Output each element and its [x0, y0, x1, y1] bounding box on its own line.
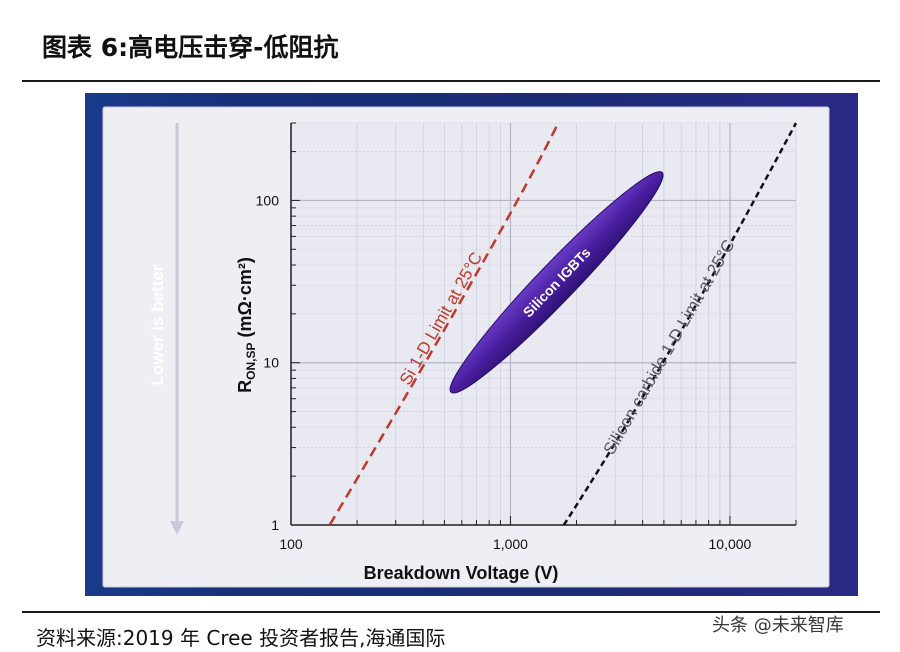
- x-tick-label: 1,000: [493, 536, 528, 552]
- watermark: 头条 @未来智库: [712, 615, 844, 636]
- source-rule: [22, 611, 880, 613]
- lower-is-better-label: Lower is better: [148, 264, 167, 385]
- x-axis-label: Breakdown Voltage (V): [364, 563, 559, 583]
- tick-labels: 100 1,000 10,000 1 10 100: [256, 192, 752, 552]
- x-tick-label: 10,000: [709, 536, 752, 552]
- igbt-region: Silicon IGBTs: [449, 171, 664, 394]
- x-tick-label: 100: [279, 536, 303, 552]
- plot-area: [291, 123, 796, 525]
- axis-ticks: [290, 122, 797, 526]
- si-limit-line: [328, 122, 560, 526]
- lower-is-better-arrow: Lower is better: [148, 123, 184, 535]
- y-axis-label: RON,SP (mΩ·cm²): [235, 257, 258, 393]
- igbt-ellipse: [449, 171, 664, 394]
- figure-title: 图表 6:高电压击穿-低阻抗: [42, 33, 339, 62]
- y-tick-label: 1: [271, 517, 279, 533]
- region-layer: Silicon IGBTs: [449, 171, 664, 394]
- title-rule: [22, 80, 880, 82]
- chart-panel: 100 1,000 10,000 1 10 100 Si 1-D Limit at 25°…: [85, 93, 858, 596]
- source-note: 资料来源:2019 年 Cree 投资者报告,海通国际: [36, 626, 446, 650]
- y-tick-label: 10: [263, 355, 279, 371]
- y-tick-label: 100: [256, 192, 280, 208]
- gridlines: [290, 122, 797, 526]
- sic-limit-line: [562, 122, 798, 526]
